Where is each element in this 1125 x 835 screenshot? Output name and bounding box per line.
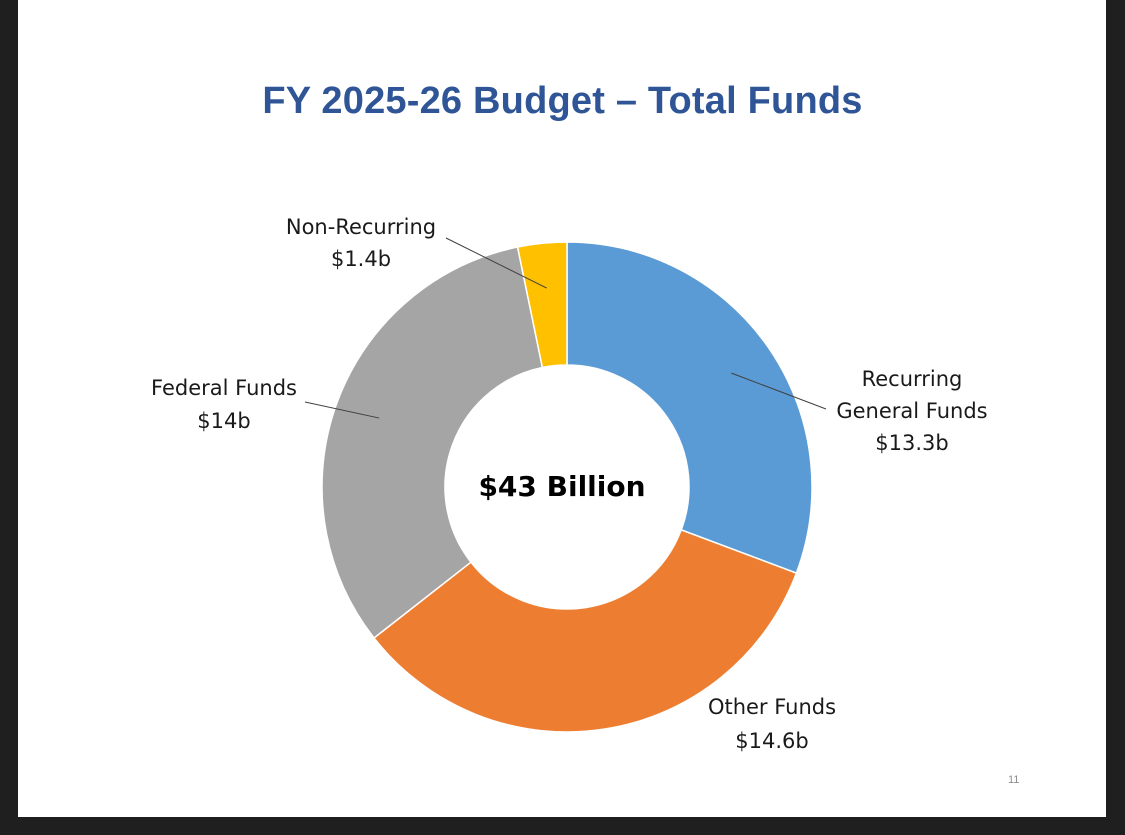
slice-value-non-recurring: $1.4b <box>331 247 391 271</box>
slice-label-federal-funds: Federal Funds <box>151 376 297 400</box>
page-number: 11 <box>1008 774 1020 786</box>
slice-value-federal-funds: $14b <box>197 409 250 433</box>
slice-label-other-funds: Other Funds <box>708 695 836 719</box>
slice-label-recurring-line2: General Funds <box>836 399 987 423</box>
slice-label-recurring-line1: Recurring <box>862 367 963 391</box>
donut-slice-federal-funds <box>321 246 544 640</box>
slice-value-recurring: $13.3b <box>875 431 948 455</box>
leader-line-federal-funds <box>304 401 380 419</box>
donut-center-total: $43 Billion <box>478 470 645 503</box>
donut-slices <box>321 241 813 733</box>
donut-slice-other-funds <box>372 528 798 733</box>
slice-value-other-funds: $14.6b <box>735 729 808 753</box>
slice-labels: Recurring General Funds $13.3b Other Fun… <box>151 215 988 753</box>
leader-lines <box>304 237 827 419</box>
donut-slice-recurring-general-funds <box>566 241 813 575</box>
donut-slice-non-recurring <box>516 241 568 369</box>
slide-title: FY 2025-26 Budget – Total Funds <box>262 80 863 122</box>
slice-label-non-recurring: Non-Recurring <box>286 215 436 239</box>
leader-line-non-recurring <box>445 237 547 289</box>
leader-line-recurring-general-funds <box>731 372 827 410</box>
